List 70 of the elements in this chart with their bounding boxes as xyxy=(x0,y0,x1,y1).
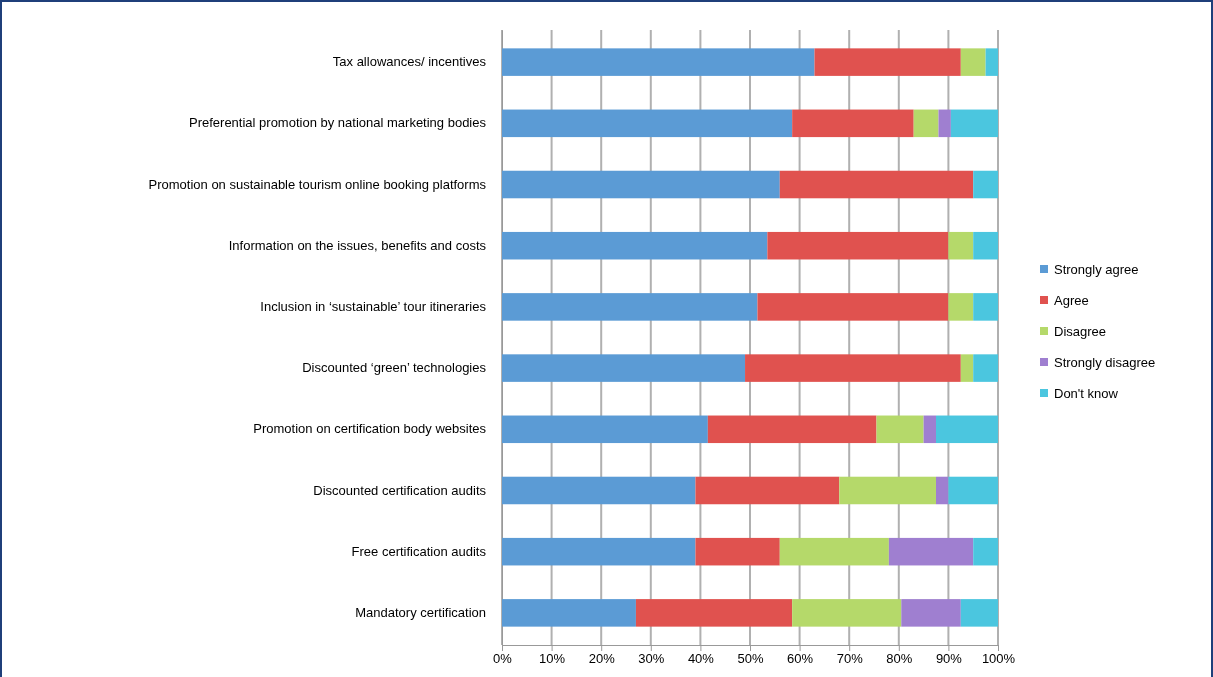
x-tick-label: 100% xyxy=(981,651,1016,667)
bar xyxy=(767,231,949,260)
y-tick-label: Free certification audits xyxy=(351,543,487,559)
bar xyxy=(635,599,793,627)
x-tick-label: 10% xyxy=(539,651,566,667)
x-tick-label: 50% xyxy=(737,651,764,667)
bar xyxy=(779,170,974,199)
bar xyxy=(502,293,758,321)
y-tick-label: Tax allowances/ incentives xyxy=(332,54,487,70)
bar xyxy=(502,476,696,505)
bar xyxy=(973,537,998,566)
bar xyxy=(950,109,998,138)
legend-label: Don't know xyxy=(1054,386,1119,401)
y-tick-label: Preferential promotion by national marketing bodies xyxy=(188,115,487,131)
bar xyxy=(695,537,780,566)
bar xyxy=(938,109,951,138)
bar xyxy=(502,231,768,260)
x-tick-label: 90% xyxy=(935,651,963,667)
bar xyxy=(936,415,998,444)
x-tick-label: 60% xyxy=(787,651,814,667)
bar xyxy=(960,354,974,382)
bar xyxy=(779,537,889,566)
legend-label: Agree xyxy=(1054,293,1089,308)
legend-label: Strongly agree xyxy=(1054,262,1139,277)
y-tick-label: Promotion on certification body websites xyxy=(253,421,487,437)
bar xyxy=(502,109,793,138)
bar xyxy=(745,354,961,382)
bar xyxy=(936,476,949,505)
bar xyxy=(502,170,780,199)
x-tick-label: 30% xyxy=(638,651,665,667)
bar xyxy=(502,48,815,76)
x-tick-label: 0% xyxy=(493,651,513,667)
x-tick-label: 70% xyxy=(836,651,864,667)
bar xyxy=(502,415,708,444)
bar xyxy=(948,293,974,321)
bar xyxy=(792,109,914,138)
bar xyxy=(960,599,998,627)
legend-label: Strongly disagree xyxy=(1054,355,1156,370)
bar xyxy=(876,415,924,444)
bar xyxy=(948,231,974,260)
bar xyxy=(888,537,974,566)
y-tick-label: Discounted ‘green’ technologies xyxy=(302,360,487,376)
bar xyxy=(973,293,998,321)
bar xyxy=(839,476,936,505)
legend-label: Disagree xyxy=(1054,324,1107,339)
bar xyxy=(695,476,840,505)
y-tick-label: Discounted certification audits xyxy=(313,482,487,498)
bar xyxy=(901,599,961,627)
x-tick-label: 20% xyxy=(588,651,616,667)
bar xyxy=(923,415,936,444)
bar xyxy=(757,293,949,321)
bar xyxy=(960,48,986,76)
x-tick-label: 40% xyxy=(687,651,715,667)
bar xyxy=(792,599,902,627)
y-tick-label: Mandatory certification xyxy=(355,605,486,621)
bar xyxy=(814,48,961,76)
bar xyxy=(948,476,998,505)
bar xyxy=(913,109,939,138)
y-tick-label: Promotion on sustainable tourism online booking platforms xyxy=(148,176,487,192)
bar xyxy=(973,170,998,199)
bar xyxy=(973,231,998,260)
x-tick-label: 80% xyxy=(886,651,913,667)
bar xyxy=(502,537,696,566)
y-tick-label: Information on the issues, benefits and costs xyxy=(228,237,487,253)
bar xyxy=(973,354,998,382)
bar xyxy=(502,354,746,382)
bar xyxy=(985,48,998,76)
bar xyxy=(502,599,636,627)
y-tick-label: Inclusion in ‘sustainable’ tour itineraries xyxy=(260,299,487,315)
bar xyxy=(707,415,877,444)
